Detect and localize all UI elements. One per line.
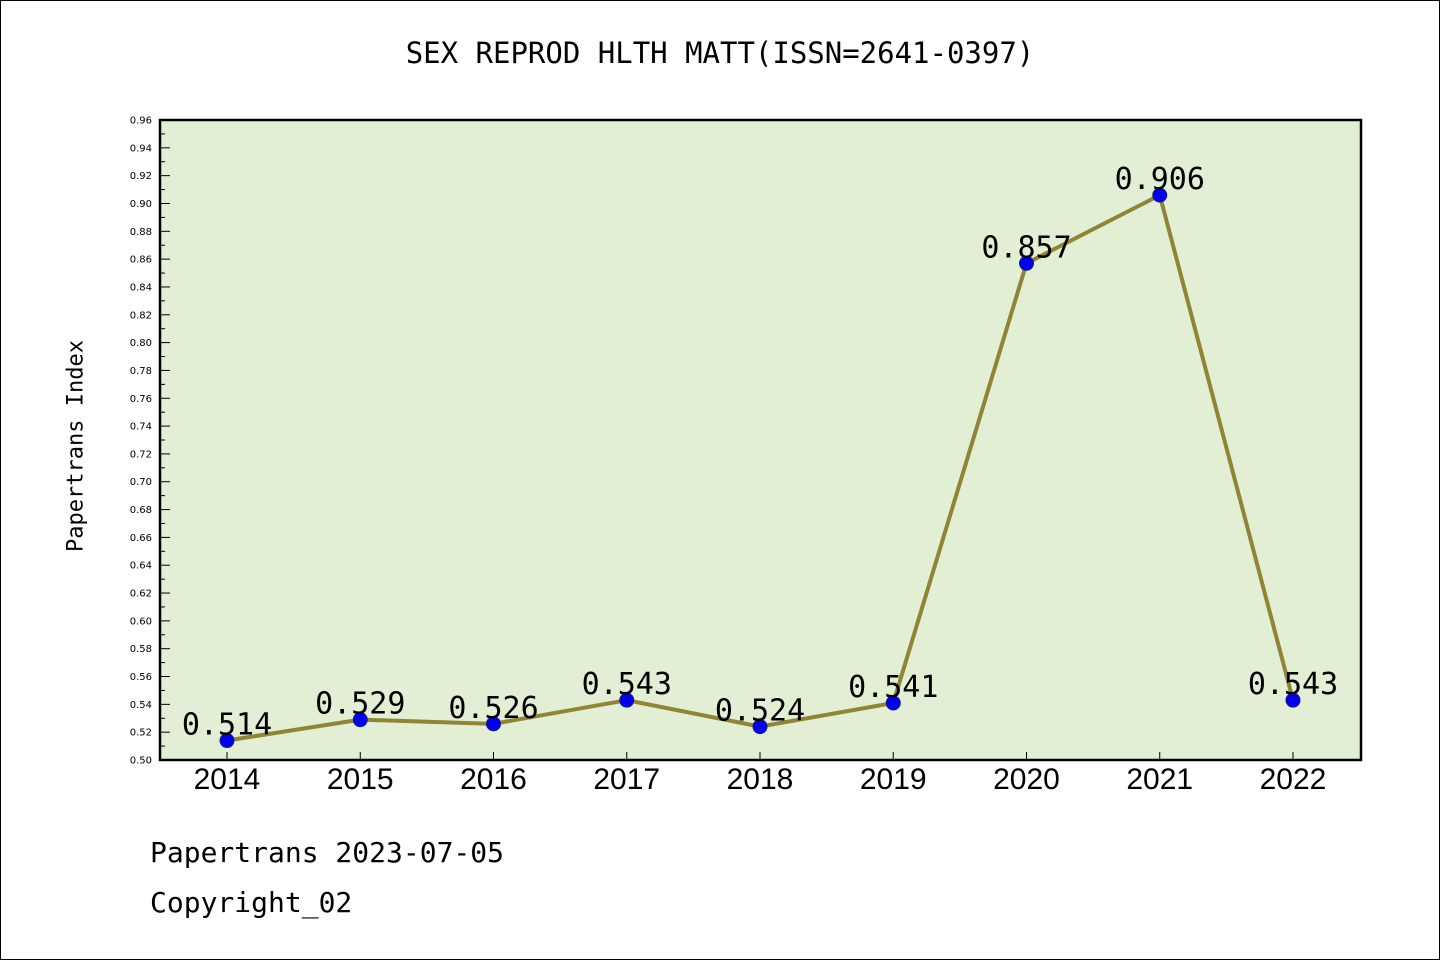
data-label: 0.526 <box>448 691 538 726</box>
y-tick-label: 0.84 <box>130 282 152 293</box>
x-tick-label: 2022 <box>1260 763 1327 796</box>
data-point <box>1285 692 1301 708</box>
data-label: 0.541 <box>848 670 938 705</box>
y-tick-label: 0.68 <box>130 505 152 516</box>
data-point <box>1019 255 1034 271</box>
data-point <box>619 692 635 708</box>
y-tick-label: 0.88 <box>130 227 152 238</box>
y-tick-label: 0.50 <box>130 756 152 767</box>
y-tick-label: 0.56 <box>130 672 152 683</box>
footer-copyright-line: Copyright_02 <box>150 886 353 919</box>
y-tick-label: 0.76 <box>130 394 152 405</box>
x-tick-label: 2018 <box>727 763 794 796</box>
data-point <box>752 719 768 735</box>
data-label: 0.524 <box>715 694 805 729</box>
data-label: 0.529 <box>315 687 405 722</box>
y-tick-label: 0.58 <box>130 644 152 655</box>
x-tick-label: 2019 <box>860 763 927 796</box>
data-label: 0.543 <box>582 667 672 702</box>
y-tick-label: 0.62 <box>130 589 152 600</box>
x-tick-label: 2014 <box>194 763 261 796</box>
data-point <box>885 695 901 711</box>
data-point <box>352 712 368 728</box>
chart-title: SEX REPROD HLTH MATT(ISSN=2641-0397) <box>405 36 1035 70</box>
data-label: 0.543 <box>1248 667 1338 702</box>
y-tick-label: 0.54 <box>130 700 152 711</box>
footer-date-line: Papertrans 2023-07-05 <box>150 836 505 869</box>
y-tick-label: 0.86 <box>130 255 152 266</box>
data-point <box>1152 187 1168 203</box>
y-tick-label: 0.64 <box>130 561 152 572</box>
x-tick-label: 2015 <box>327 763 394 796</box>
y-tick-label: 0.66 <box>130 533 152 544</box>
y-tick-label: 0.74 <box>130 422 152 433</box>
y-tick-label: 0.94 <box>130 143 152 154</box>
y-tick-label: 0.92 <box>130 171 152 182</box>
x-tick-label: 2020 <box>993 763 1060 796</box>
data-label: 0.857 <box>981 230 1071 265</box>
plot-area <box>160 120 1361 760</box>
data-point <box>219 733 235 749</box>
y-tick-label: 0.90 <box>130 199 152 210</box>
x-tick-label: 2017 <box>593 763 660 796</box>
y-tick-label: 0.72 <box>130 449 152 460</box>
x-tick-label: 2016 <box>460 763 527 796</box>
y-tick-label: 0.70 <box>130 477 152 488</box>
x-tick-label: 2021 <box>1126 763 1193 796</box>
y-tick-label: 0.60 <box>130 616 152 627</box>
data-label: 0.906 <box>1115 162 1205 197</box>
data-label: 0.514 <box>182 708 272 743</box>
y-tick-label: 0.82 <box>130 310 152 321</box>
y-tick-label: 0.80 <box>130 338 152 349</box>
plot-border <box>158 118 1363 762</box>
y-tick-label: 0.96 <box>130 116 152 127</box>
y-tick-label: 0.52 <box>130 728 152 739</box>
y-tick-label: 0.78 <box>130 366 152 377</box>
data-point <box>486 716 501 732</box>
